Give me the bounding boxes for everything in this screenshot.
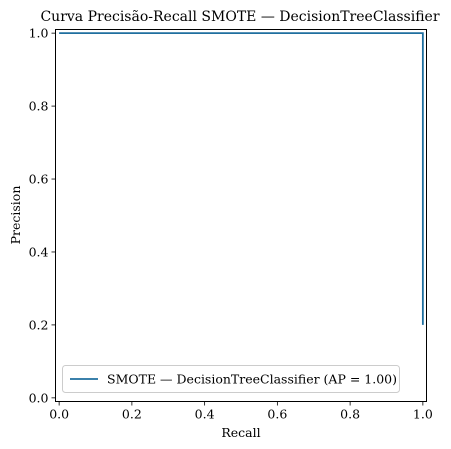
y-tick-label: 0.6 <box>29 172 49 187</box>
series-lines <box>59 32 424 325</box>
x-tick-label: 0.0 <box>49 407 69 422</box>
axis-ticks: 0.0 0.2 0.4 0.6 0.8 1.0 0.0 0.2 0.4 0.6 0.8 1.0 <box>29 26 433 422</box>
chart-title: Curva Precisão-Recall SMOTE — DecisionTr… <box>40 9 439 25</box>
axes-frame <box>55 29 427 402</box>
legend-box <box>62 365 400 393</box>
x-axis-label: Recall <box>221 425 260 440</box>
y-axis-label: Precision <box>8 186 23 245</box>
y-tick-label: 0.8 <box>29 99 49 114</box>
x-tick-label: 1.0 <box>413 407 433 422</box>
y-tick-label: 1.0 <box>29 26 49 41</box>
x-tick-label: 0.4 <box>195 407 215 422</box>
legend-label: SMOTE — DecisionTreeClassifier (AP = 1.0… <box>107 372 397 387</box>
y-tick-label: 0.0 <box>29 390 49 405</box>
x-tick-label: 0.8 <box>340 407 360 422</box>
y-tick-label: 0.2 <box>29 317 49 332</box>
pr-curve-line <box>59 32 424 325</box>
y-tick-label: 0.4 <box>29 244 49 259</box>
x-tick-label: 0.6 <box>267 407 287 422</box>
x-tick-label: 0.2 <box>122 407 142 422</box>
legend: SMOTE — DecisionTreeClassifier (AP = 1.0… <box>62 365 400 393</box>
